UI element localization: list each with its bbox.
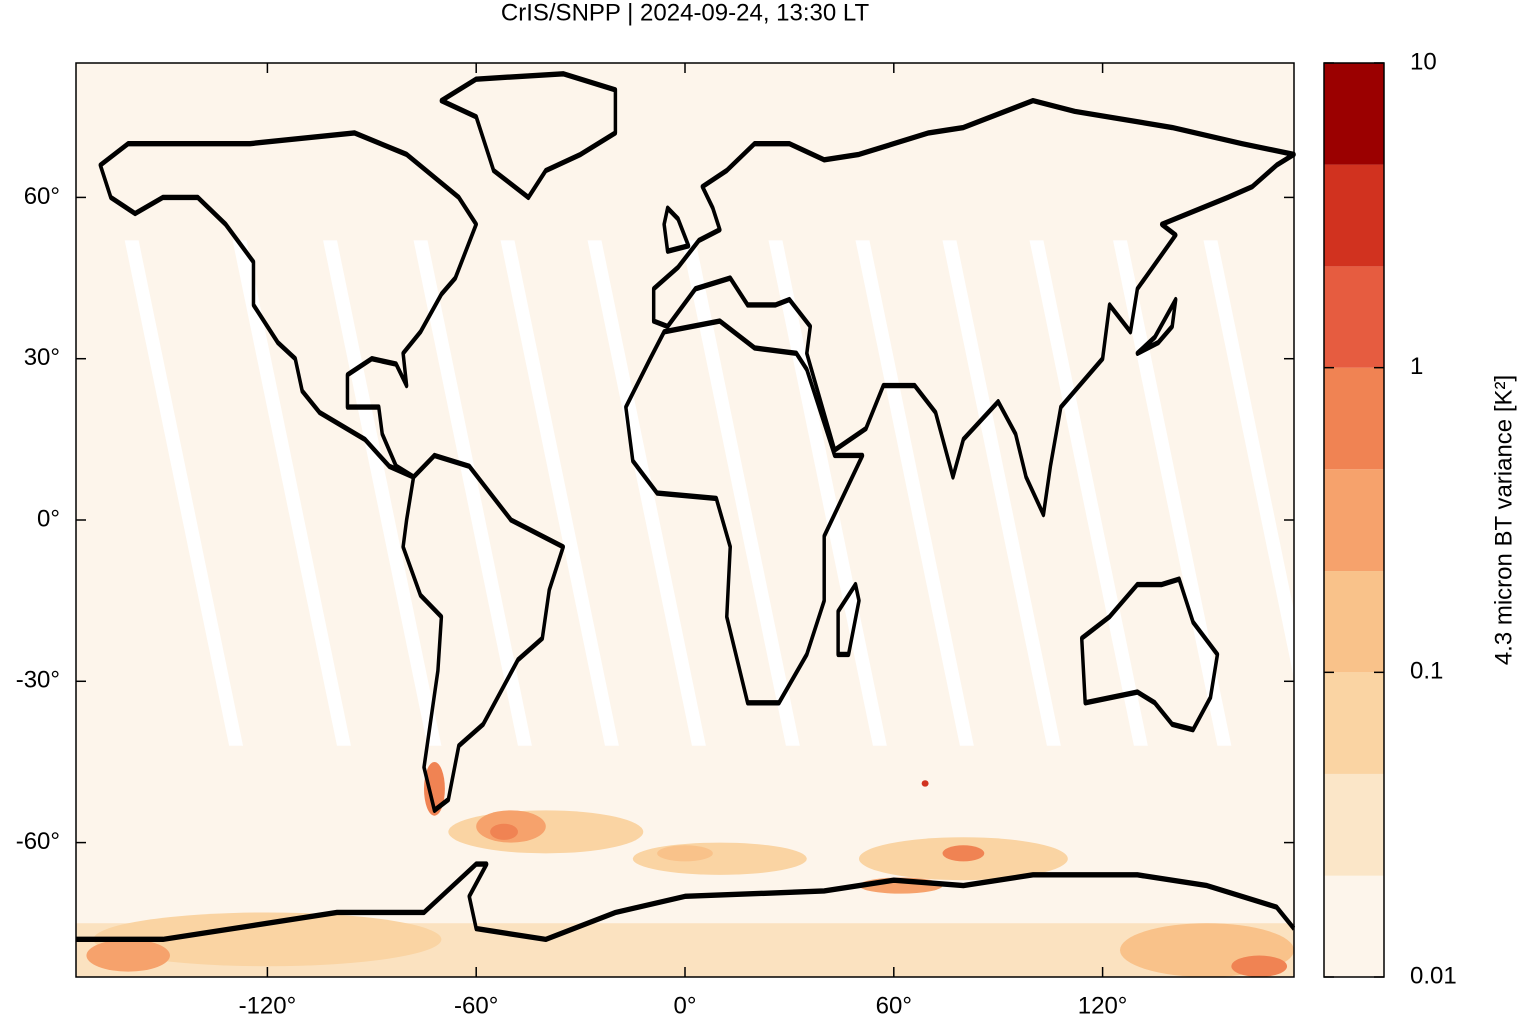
coastlines [75,71,1296,943]
y-tick-label: -30° [16,667,60,694]
colorbar-frame [1323,62,1385,978]
colorbar-band [1324,571,1384,673]
colorbar-tick-label: 1 [1410,353,1423,380]
y-tick-label: -60° [16,828,60,855]
x-tick-label: -120° [239,992,297,1019]
colorbar-tick-label: 0.01 [1410,962,1457,989]
colorbar-tick-label: 10 [1410,48,1437,75]
x-tick-label: 120° [1078,992,1128,1019]
chart-title: CrIS/SNPP | 2024-09-24, 13:30 LT [501,0,870,26]
colorbar-label: 4.3 micron BT variance [K²] [1490,375,1517,665]
colorbar-band [1324,469,1384,572]
x-tick-label: 0° [674,992,697,1019]
colorbar-band [1324,63,1384,165]
colorbar-band [1324,672,1384,774]
x-tick-label: 60° [876,992,912,1019]
colorbar-tick-label: 0.1 [1410,658,1443,685]
colorbar-band [1324,875,1384,977]
colorbar-band [1324,367,1384,470]
variance-field [76,761,1294,977]
y-tick-label: 60° [24,183,60,210]
y-tick-label: 30° [24,344,60,371]
map-layer [75,71,1322,977]
map-background [76,63,1294,977]
colorbar-band [1324,266,1384,368]
colorbar-band [1324,164,1384,267]
x-tick-label: -60° [454,992,498,1019]
y-tick-label: 0° [37,505,60,532]
colorbar-band [1324,773,1384,876]
